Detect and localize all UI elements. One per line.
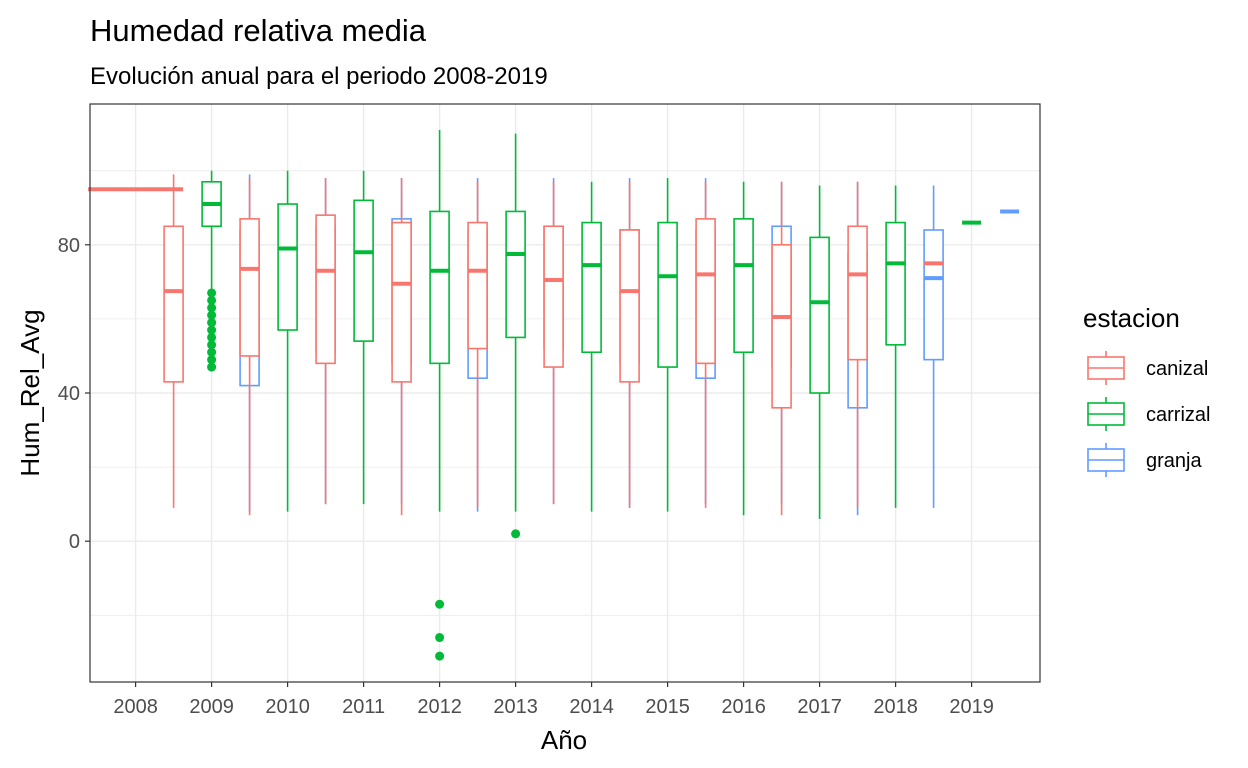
axes: 0 40 80 2008 2009 2010 2011 2012 2013 2014 2015 201… — [58, 235, 994, 718]
outlier-point — [435, 651, 445, 661]
iqr-box — [543, 225, 564, 368]
x-tick-label: 2016 — [721, 696, 766, 718]
iqr-box — [733, 218, 754, 354]
iqr-box — [809, 236, 830, 394]
iqr-box — [581, 221, 602, 354]
iqr-box — [239, 218, 260, 357]
x-tick-label: 2009 — [189, 696, 234, 718]
outlier-point — [207, 347, 217, 357]
boxplot-carrizal-2012 — [429, 129, 450, 661]
legend-label-granja: granja — [1146, 450, 1202, 472]
boxplots — [88, 129, 1020, 661]
boxplot-canizal-2017 — [771, 181, 792, 516]
legend-key-carrizal — [1087, 397, 1125, 431]
legend-label-carrizal: carrizal — [1146, 404, 1210, 426]
legend-key-canizal — [1087, 351, 1125, 385]
x-tick-label: 2017 — [797, 696, 842, 718]
chart-title: Humedad relativa media — [90, 13, 427, 48]
outlier-point — [207, 362, 217, 372]
boxplot-carrizal-2011 — [353, 170, 374, 505]
boxplot-canizal-2016 — [695, 181, 716, 508]
outlier-point — [207, 355, 217, 365]
outlier-point — [207, 288, 217, 298]
x-tick-label: 2008 — [113, 696, 158, 718]
iqr-box — [429, 210, 450, 365]
legend-title: estacion — [1083, 303, 1180, 333]
outlier-point — [435, 599, 445, 609]
x-tick-label: 2011 — [342, 696, 385, 718]
outlier-point — [207, 303, 217, 313]
legend: canizal carrizal granja — [1087, 351, 1210, 477]
iqr-box — [467, 221, 488, 350]
iqr-box — [505, 210, 526, 339]
iqr-box — [923, 229, 944, 361]
iqr-box — [315, 214, 336, 365]
outlier-point — [435, 633, 445, 643]
boxplot-carrizal-2010 — [277, 170, 298, 512]
boxplot-carrizal-2016 — [733, 181, 754, 516]
iqr-box — [657, 221, 678, 368]
y-tick-label: 0 — [69, 531, 80, 553]
legend-label-canizal: canizal — [1146, 358, 1208, 380]
y-tick-label: 40 — [58, 383, 80, 405]
outlier-point — [207, 318, 217, 328]
x-tick-label: 2018 — [873, 696, 918, 718]
legend-key-granja — [1087, 443, 1125, 477]
outlier-point — [207, 340, 217, 350]
iqr-box — [847, 225, 868, 361]
outlier-point — [207, 310, 217, 320]
iqr-box — [163, 225, 184, 383]
iqr-box — [885, 221, 906, 346]
outlier-point — [207, 325, 217, 335]
x-tick-label: 2019 — [949, 696, 994, 718]
boxplot-canizal-2010 — [239, 178, 260, 516]
x-tick-label: 2010 — [265, 696, 310, 718]
boxplot-carrizal-2013 — [505, 133, 526, 539]
iqr-box — [771, 243, 792, 409]
outlier-point — [207, 295, 217, 305]
boxplot-canizal-2018 — [847, 181, 868, 508]
x-tick-label: 2015 — [645, 696, 690, 718]
x-axis-title: Año — [541, 725, 587, 755]
iqr-box — [391, 221, 412, 383]
y-tick-label: 80 — [58, 235, 80, 257]
boxplot-carrizal-2015 — [657, 178, 678, 512]
y-axis-title: Hum_Rel_Avg — [15, 309, 45, 476]
iqr-box — [277, 203, 298, 331]
boxplot-carrizal-2017 — [809, 185, 830, 519]
boxplot-canizal-2014 — [543, 181, 564, 505]
outlier-point — [511, 529, 521, 539]
iqr-box — [619, 229, 640, 383]
boxplot-canizal-2012 — [391, 178, 412, 516]
iqr-box — [353, 199, 374, 342]
boxplot-carrizal-2014 — [581, 181, 602, 512]
boxplot-carrizal-2018 — [885, 185, 906, 508]
outlier-point — [207, 332, 217, 342]
x-tick-label: 2013 — [493, 696, 538, 718]
x-tick-label: 2012 — [417, 696, 462, 718]
boxplot-canizal-2015 — [619, 181, 640, 508]
chart-subtitle: Evolución anual para el periodo 2008-201… — [90, 63, 548, 90]
x-tick-label: 2014 — [569, 696, 614, 718]
boxplot-canizal-2009 — [163, 174, 184, 508]
boxplot-carrizal-2009 — [201, 170, 222, 372]
boxplot-canizal-2011 — [315, 178, 336, 505]
boxplot-canizal-2013 — [467, 181, 488, 508]
iqr-box — [695, 218, 716, 365]
